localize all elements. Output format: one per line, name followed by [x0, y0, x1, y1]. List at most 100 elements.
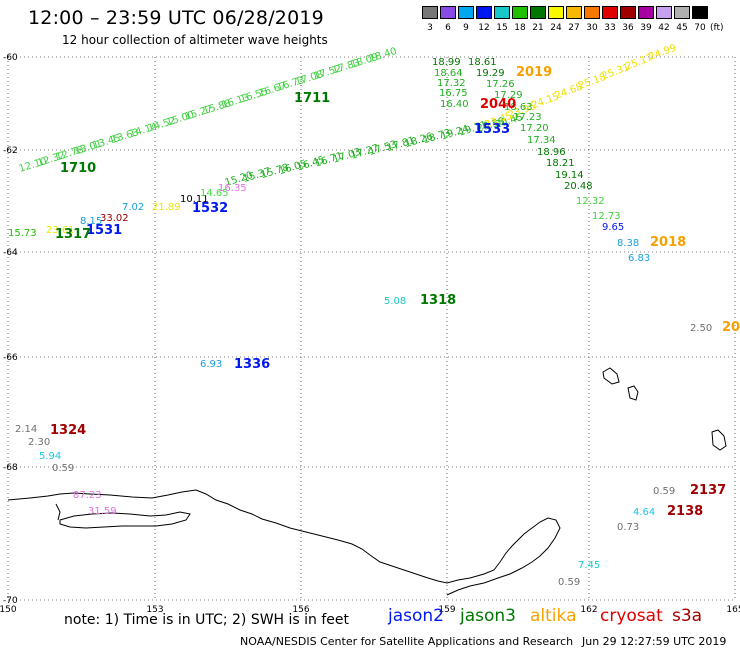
- colorbar-swatch: [638, 6, 654, 19]
- longitude-label: 165: [726, 605, 740, 615]
- latitude-label: -64: [3, 248, 18, 258]
- colorbar-swatch: [620, 6, 636, 19]
- pass-time-label: 1324: [50, 423, 86, 438]
- antarctic-coastline: [7, 367, 727, 596]
- colorbar-label: 6: [445, 23, 451, 33]
- wave-height-value: 4.64: [633, 507, 655, 518]
- longitude-label: 159: [438, 605, 455, 615]
- wave-height-value: 21.89: [152, 202, 181, 213]
- colorbar-label: 18: [514, 23, 526, 33]
- wave-height-value: 5.94: [39, 451, 61, 462]
- track-descending-value: 17.20: [520, 123, 549, 134]
- track-descending-value: 18.96: [537, 147, 566, 158]
- longitude-label: 156: [292, 605, 309, 615]
- wave-height-value: 7.02: [122, 202, 144, 213]
- colorbar-label: 70: [694, 23, 706, 33]
- colorbar-label: 12: [478, 23, 490, 33]
- wave-height-value: 6.93: [200, 359, 222, 370]
- wave-height-value: 10.11: [180, 194, 209, 205]
- colorbar-label: 24: [550, 23, 562, 33]
- longitude-label: 153: [146, 605, 163, 615]
- pass-time-label: 1318: [420, 293, 456, 308]
- satellite-tracks: 12.1012.3212.7813.0113.4513.6314.1414.52…: [18, 43, 678, 222]
- track-descending-value: 17.32: [437, 78, 466, 89]
- pass-time-label: 2040: [480, 97, 516, 112]
- track-descending-value: 16.40: [440, 99, 469, 110]
- pass-time-label: 1533: [474, 122, 510, 137]
- wave-height-value: 2.14: [15, 424, 37, 435]
- colorbar-label: 15: [496, 23, 508, 33]
- map-grid: [7, 56, 736, 601]
- wave-height-value: 14.65: [200, 188, 229, 199]
- pass-time-label: 1711: [294, 91, 330, 106]
- wave-height-value: 23.61: [46, 225, 75, 236]
- latitude-labels: -60 -62 -64 -66 -68 -70: [3, 53, 18, 606]
- credit-line: NOAA/NESDIS Center for Satellite Applica…: [240, 635, 574, 648]
- wave-height-value: 6.83: [628, 253, 650, 264]
- track-yellow-value: 24.99: [647, 43, 678, 63]
- track-descending-value: 20.48: [564, 181, 593, 192]
- legend-item-cryosat: cryosat: [600, 606, 663, 626]
- colorbar-swatch: [566, 6, 582, 19]
- pass-time-label: 2018: [650, 235, 686, 250]
- latitude-label: -68: [3, 463, 18, 473]
- wave-height-value: 7.45: [578, 560, 600, 571]
- pass-time-label: 1336: [234, 357, 270, 372]
- wave-height-value: 16.35: [218, 183, 247, 194]
- track-descending-value: 17.26: [486, 79, 515, 90]
- track-descending-value: 18.61: [468, 57, 497, 68]
- longitude-label: 162: [580, 605, 597, 615]
- colorbar-swatch: [476, 6, 492, 19]
- track-descending-value: 12.32: [576, 196, 605, 207]
- track-upper-value: 18.40: [368, 46, 399, 65]
- colorbar-swatch: [548, 6, 564, 19]
- track-descending-value: 19.29: [476, 68, 505, 79]
- legend-item-s3a: s3a: [672, 606, 703, 626]
- wave-height-value: 0.59: [653, 486, 675, 497]
- wave-height-value: 15.73: [8, 228, 37, 239]
- colorbar-swatch: [692, 6, 708, 19]
- legend-item-jason3: jason3: [460, 606, 516, 626]
- track-descending-value: 18.21: [546, 158, 575, 169]
- map-title: 12:00 – 23:59 UTC 06/28/2019: [28, 7, 324, 29]
- wave-height-value: 33.02: [100, 213, 129, 224]
- colorbar-swatch: [458, 6, 474, 19]
- track-descending-value: 19.14: [555, 170, 584, 181]
- colorbar-swatch: [494, 6, 510, 19]
- wave-height-value: 5.08: [384, 296, 406, 307]
- colorbar-swatch: [440, 6, 456, 19]
- track-descending-value: 12.73: [592, 211, 621, 222]
- colorbar-swatch: [422, 6, 438, 19]
- colorbar-label: 21: [532, 23, 544, 33]
- latitude-label: -66: [3, 353, 18, 363]
- colorbar-label: 39: [640, 23, 652, 33]
- legend-item-altika: altika: [530, 606, 577, 626]
- colorbar-label: 27: [568, 23, 580, 33]
- colorbar-unit: (ft): [710, 23, 724, 33]
- colorbar-swatch: [674, 6, 690, 19]
- wave-height-value: 2.30: [28, 437, 50, 448]
- map-subtitle: 12 hour collection of altimeter wave hei…: [62, 33, 328, 47]
- track-descending-value: 18.64: [434, 68, 463, 79]
- pass-time-label: 2137: [690, 483, 726, 498]
- latitude-label: -62: [3, 146, 18, 156]
- track-descending-value: 17.23: [513, 112, 542, 123]
- pass-time-label: 1532: [192, 201, 228, 216]
- wave-height-value: 0.59: [52, 463, 74, 474]
- pass-time-label: 2019: [516, 65, 552, 80]
- colorbar-label: 9: [463, 23, 469, 33]
- footnote: note: 1) Time is in UTC; 2) SWH is in fe…: [64, 612, 350, 628]
- colorbar-swatch: [512, 6, 528, 19]
- colorbar-label: 42: [658, 23, 670, 33]
- pass-time-label: 1317: [55, 227, 91, 242]
- pass-time-label: 1531: [86, 223, 122, 238]
- wave-height-value: 8.38: [617, 238, 639, 249]
- colorbar-label: 36: [622, 23, 634, 33]
- wave-height-value: 0.73: [617, 522, 639, 533]
- wave-height-value: 9.65: [602, 222, 624, 233]
- wave-height-value: 31.59: [88, 506, 117, 517]
- pass-time-label: 20: [722, 320, 740, 335]
- colorbar-swatch: [602, 6, 618, 19]
- pass-time-label: 1710: [60, 161, 96, 176]
